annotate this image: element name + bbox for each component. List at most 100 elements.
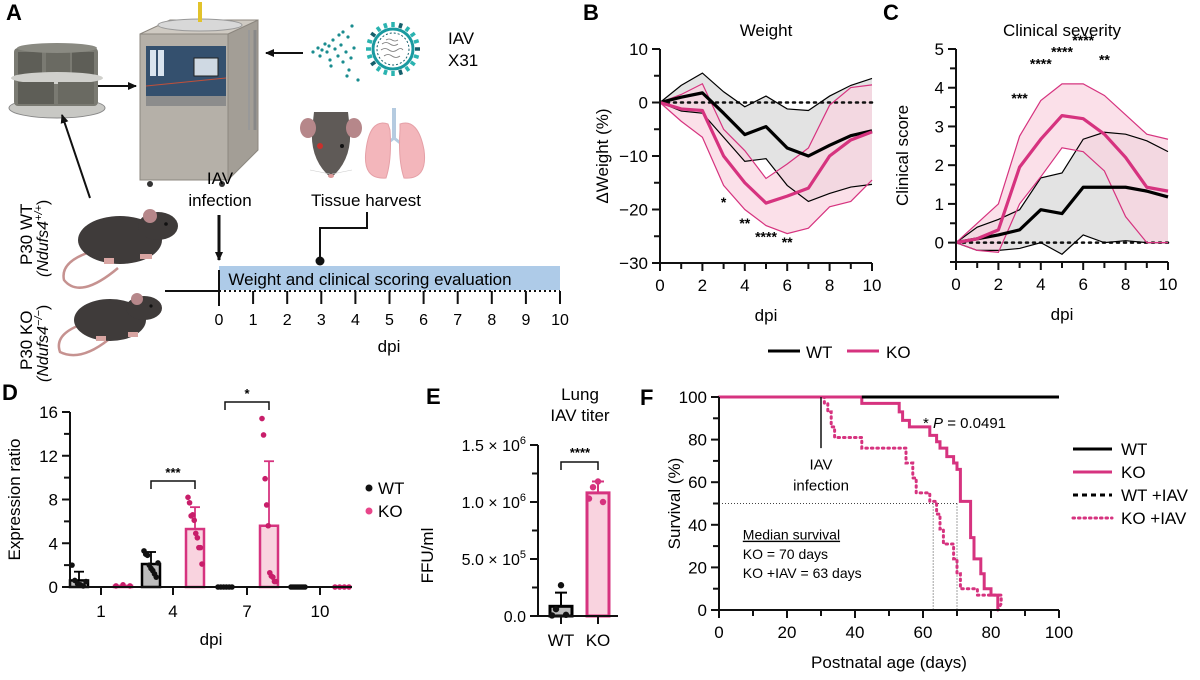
aerosol-dot	[328, 58, 332, 62]
data-point	[185, 494, 191, 501]
y-tick-label: 4	[935, 79, 944, 98]
data-point	[197, 544, 204, 551]
virus-spike	[404, 65, 411, 72]
y-tick-label: 0.0	[504, 609, 526, 626]
y-tick-label: 80	[688, 431, 707, 450]
infection-label-line1: IAV	[809, 456, 832, 473]
inhalation-chamber-icon	[139, 2, 259, 187]
aerosol-dot	[323, 42, 327, 46]
legend-ko-marker	[365, 507, 373, 515]
x-tick-label: 0	[655, 276, 664, 295]
timeline-bar	[219, 266, 560, 290]
timeline-tick-label: 3	[317, 312, 326, 329]
series-wt-mean	[659, 91, 873, 158]
virus-label-line2: X31	[448, 51, 478, 70]
timeline-ticks: 0 1 2 3 4 5 6 7 8 9 10	[215, 291, 569, 329]
x-tick-label: 20	[778, 623, 797, 642]
virus-spike	[413, 38, 420, 44]
timeline-tick-label: 9	[521, 312, 530, 329]
x-tick-label: 6	[1078, 275, 1087, 294]
infection-label-line2: infection	[188, 191, 251, 210]
panel-label-f: F	[640, 385, 653, 410]
arrow-mice-to-rack	[60, 114, 91, 199]
significance-mark: ****	[570, 445, 591, 460]
p-value-label: * P = 0.0491	[923, 415, 1006, 432]
y-tick-label: 3	[935, 117, 944, 136]
data-point	[192, 530, 199, 537]
y-axis-label: FFU/ml	[418, 528, 437, 584]
timeline-xlabel: dpi	[378, 337, 401, 356]
y-tick-label: 0	[935, 234, 944, 253]
chart-title: Clinical severity	[1003, 21, 1122, 40]
aerosol-dot	[339, 43, 343, 47]
virus-spike	[398, 69, 404, 76]
x-tick-label: WT	[548, 631, 574, 650]
y-tick-label: 5.0 × 105	[462, 549, 526, 569]
data-point	[155, 560, 161, 566]
series-wt-upper	[659, 72, 873, 112]
median-survival-title: Median survival	[743, 527, 840, 543]
series-ko-upper	[955, 83, 1169, 244]
y-tick-label: 10	[629, 40, 648, 59]
aerosol-dot	[336, 54, 340, 58]
x-tick-label: 10	[311, 602, 330, 621]
x-axis-label: dpi	[1051, 305, 1074, 324]
y-tick-label: 1	[935, 195, 944, 214]
significance-mark: ****	[1030, 55, 1052, 71]
y-tick-label: 2	[935, 156, 944, 175]
virus-spike	[370, 60, 377, 67]
y-axis-label: Survival (%)	[665, 458, 684, 550]
y-tick-label: 1.5 × 106	[462, 435, 526, 455]
series-ko-lower	[659, 102, 873, 235]
aerosol-dot	[350, 24, 354, 28]
x-tick-label: 40	[846, 623, 865, 642]
y-axis-label: Expression ratio	[5, 439, 24, 561]
significance-mark: **	[739, 215, 750, 231]
panel-e-titer-chart: E Lung IAV titer WT KO 0.0 5.0 × 105 1.0 × 106…	[418, 384, 618, 650]
infection-label-line1: IAV	[207, 169, 234, 188]
virus-spike	[409, 31, 416, 38]
data-point	[273, 578, 279, 585]
aerosol-dot	[356, 78, 360, 82]
panel-label-b: B	[583, 0, 599, 25]
significance-mark: **	[782, 234, 793, 250]
significance-mark: *	[244, 386, 250, 401]
data-point	[552, 605, 560, 613]
mouse-head-icon	[300, 112, 362, 178]
virus-spike	[382, 22, 388, 29]
series-ko-mean	[659, 100, 873, 205]
data-point	[189, 512, 196, 518]
harvest-dot	[315, 256, 325, 266]
significance-bracket	[224, 401, 270, 410]
significance-mark: **	[1099, 51, 1110, 67]
panel-c-clinical-chart: C Clinical severity 0 2 4 6 8 10 0 1 2 3 4 5 dpi Clini…	[883, 0, 1177, 324]
legend-label: KO +IAV	[1121, 509, 1187, 528]
x-tick-label: 2	[698, 276, 707, 295]
tissue-harvest-label: Tissue harvest	[311, 191, 421, 210]
y-tick-label: −10	[619, 147, 648, 166]
data-point	[191, 517, 198, 524]
legend-ko-label: KO	[886, 343, 911, 362]
aerosol-dot	[325, 50, 329, 54]
y-tick-label: 0	[698, 601, 707, 620]
series-wt-mean	[955, 185, 1169, 245]
survival-curve-ko	[719, 395, 1000, 610]
aerosol-icon	[311, 24, 360, 82]
wt-genotype-label: (Ndufs4+/+)	[33, 200, 52, 277]
y-tick-label: 0	[639, 94, 648, 113]
ko-group-label: P30 KO	[17, 310, 36, 370]
y-tick-label: 5	[935, 40, 944, 59]
y-tick-label: 60	[688, 473, 707, 492]
aerosol-dot	[337, 33, 341, 37]
aerosol-dot	[316, 46, 320, 50]
panel-b-weight-chart: B Weight 0 2 4 6 8 10 10 0 −10 −20 −30 dpi ΔWeight (%…	[583, 0, 881, 325]
significance-bracket	[560, 461, 599, 470]
virus-spike	[409, 60, 416, 67]
significance-bracket	[150, 480, 196, 489]
significance-mark: ****	[1072, 32, 1094, 48]
significance-mark: *	[721, 194, 727, 210]
data-point	[186, 499, 193, 506]
virus-spike	[370, 31, 377, 38]
x-tick-label: 4	[168, 602, 177, 621]
